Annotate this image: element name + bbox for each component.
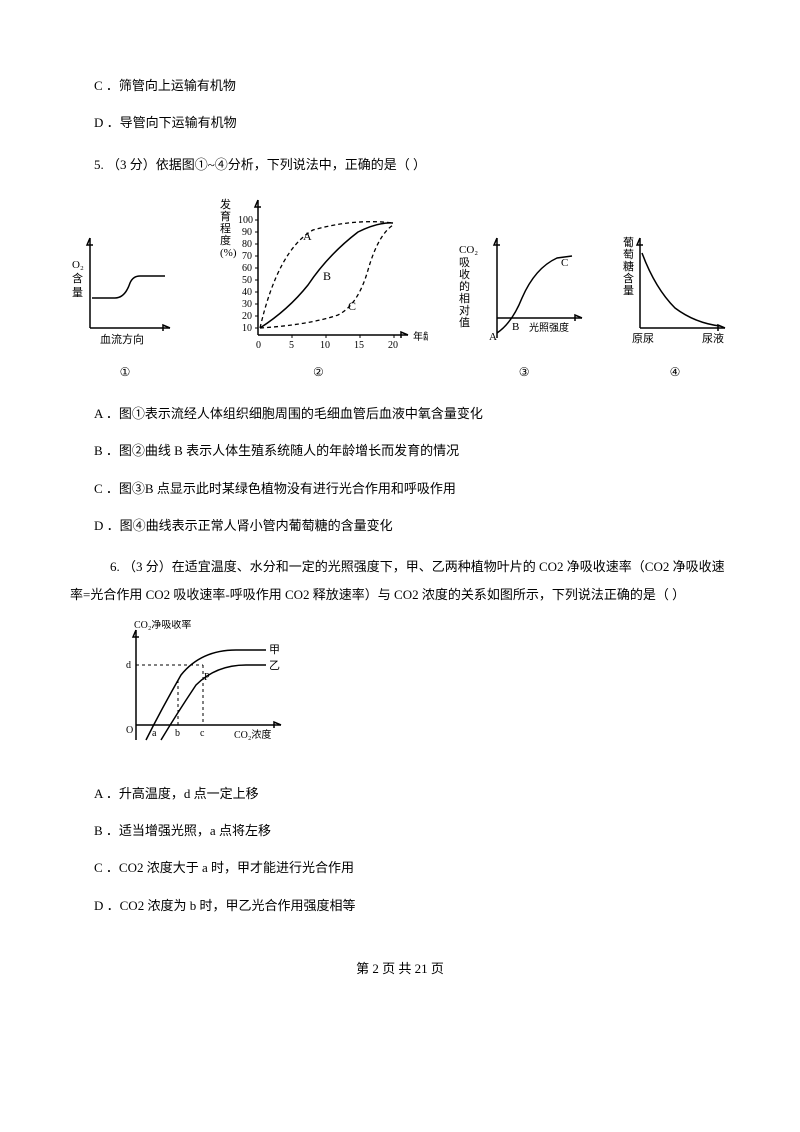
svg-text:CO₂浓度: CO₂浓度 (234, 728, 271, 741)
svg-text:20: 20 (388, 340, 398, 351)
fig3-caption: ③ (519, 362, 530, 384)
svg-text:A: A (303, 229, 312, 243)
svg-text:60: 60 (242, 263, 252, 274)
q4-option-c: C ．筛管向上运输有机物 (94, 74, 730, 97)
svg-text:含: 含 (623, 271, 634, 285)
q5-fig4: 葡 萄 糖 含 量 原尿 尿液 ④ (620, 228, 730, 384)
svg-text:甲: 甲 (269, 644, 280, 656)
svg-text:100: 100 (238, 215, 253, 226)
svg-text:CO₂: CO₂ (459, 244, 478, 256)
q6-stem-line1: 6. （3 分）在适宜温度、水分和一定的光照强度下，甲、乙两种植物叶片的 CO2… (70, 555, 730, 578)
svg-text:a: a (152, 728, 157, 739)
svg-text:葡: 葡 (623, 236, 634, 249)
svg-text:吸: 吸 (459, 257, 470, 269)
q5-fig1: O₂ 含 量 血流方向 ① (70, 228, 180, 384)
svg-text:萄: 萄 (623, 248, 634, 261)
svg-text:80: 80 (242, 239, 252, 250)
q6-option-c: C ．CO2 浓度大于 a 时，甲才能进行光合作用 (94, 856, 730, 879)
svg-text:度: 度 (220, 233, 231, 247)
fig2-caption: ② (313, 362, 324, 384)
svg-text:30: 30 (242, 299, 252, 310)
svg-text:相: 相 (459, 292, 470, 305)
q5-option-d: D ．图④曲线表示正常人肾小管内葡萄糖的含量变化 (94, 514, 730, 537)
svg-text:P: P (204, 672, 210, 683)
q5-fig3: CO₂ 吸 收 的 相 对 值 A B C 光照强度 ③ (457, 228, 592, 384)
q6-option-b: B ．适当增强光照，a 点将左移 (94, 819, 730, 842)
svg-text:尿液: 尿液 (702, 331, 724, 345)
fig1-caption: ① (120, 362, 131, 384)
svg-text:40: 40 (242, 287, 252, 298)
svg-text:光照强度: 光照强度 (529, 321, 569, 334)
svg-text:20: 20 (242, 311, 252, 322)
q5-option-b: B ．图②曲线 B 表示人体生殖系统随人的年龄增长而发育的情况 (94, 439, 730, 462)
svg-text:年龄: 年龄 (413, 330, 428, 343)
svg-text:血流方向: 血流方向 (100, 332, 144, 346)
fig4-caption: ④ (670, 362, 681, 384)
svg-text:10: 10 (320, 340, 330, 351)
svg-text:A: A (489, 331, 497, 343)
q4-option-d: D ．导管向下运输有机物 (94, 111, 730, 134)
page-footer: 第 2 页 共 21 页 (70, 957, 730, 980)
svg-text:5: 5 (289, 340, 294, 351)
svg-text:乙: 乙 (269, 659, 280, 672)
svg-text:d: d (126, 660, 131, 671)
svg-text:0: 0 (256, 340, 261, 351)
svg-text:O: O (126, 725, 133, 736)
q5-fig2: 100 90 80 70 60 50 40 30 20 10 0 5 10 15… (208, 190, 428, 384)
svg-text:的: 的 (459, 279, 470, 293)
svg-text:B: B (323, 269, 331, 283)
q5-figures: O₂ 含 量 血流方向 ① (70, 190, 730, 384)
svg-text:收: 收 (459, 267, 470, 281)
svg-text:育: 育 (220, 209, 231, 223)
page-content: C ．筛管向上运输有机物 D ．导管向下运输有机物 5. （3 分）依据图①~④… (0, 0, 800, 1010)
svg-text:原尿: 原尿 (632, 332, 654, 345)
q5-option-c: C ．图③B 点显示此时某绿色植物没有进行光合作用和呼吸作用 (94, 477, 730, 500)
svg-text:b: b (175, 728, 180, 739)
q6-stem-line2: 率=光合作用 CO2 吸收速率-呼吸作用 CO2 释放速率）与 CO2 浓度的关… (70, 583, 730, 606)
svg-text:O₂: O₂ (72, 259, 84, 271)
svg-text:程: 程 (220, 222, 231, 235)
svg-text:(%): (%) (220, 247, 237, 259)
q6-option-d: D ．CO2 浓度为 b 时，甲乙光合作用强度相等 (94, 894, 730, 917)
svg-text:70: 70 (242, 251, 252, 262)
q6-option-a: A ．升高温度，d 点一定上移 (94, 782, 730, 805)
svg-text:10: 10 (242, 323, 252, 334)
q5-stem: 5. （3 分）依据图①~④分析，下列说法中，正确的是（ ） (94, 153, 730, 176)
svg-text:对: 对 (459, 303, 470, 317)
svg-text:90: 90 (242, 227, 252, 238)
svg-text:值: 值 (459, 316, 470, 329)
q5-option-a: A ．图①表示流经人体组织细胞周围的毛细血管后血液中氧含量变化 (94, 402, 730, 425)
svg-text:C: C (348, 299, 356, 313)
q6-chart: 甲 乙 d P O a b c CO₂浓度 CO₂净吸收率 (106, 620, 730, 767)
svg-text:量: 量 (72, 286, 83, 299)
svg-text:量: 量 (623, 284, 634, 297)
svg-text:含: 含 (72, 271, 83, 285)
svg-text:C: C (561, 257, 568, 269)
svg-text:B: B (512, 321, 519, 333)
svg-text:15: 15 (354, 340, 364, 351)
svg-text:CO₂净吸收率: CO₂净吸收率 (134, 620, 191, 631)
svg-text:c: c (200, 728, 205, 739)
svg-text:50: 50 (242, 275, 252, 286)
svg-text:发: 发 (220, 197, 231, 211)
svg-text:糖: 糖 (623, 259, 634, 273)
